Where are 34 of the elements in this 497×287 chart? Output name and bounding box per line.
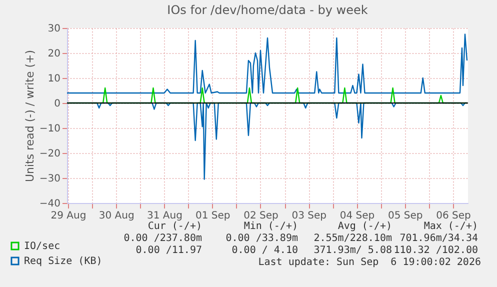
- x-tick-label: 03 Sep: [292, 210, 326, 222]
- x-tick-label: 01 Sep: [195, 210, 230, 222]
- y-tick-label: −40: [39, 198, 60, 210]
- text: 0.00 /33.89m: [224, 233, 298, 245]
- text: 2.55m/228.10m: [312, 233, 392, 245]
- text: Cur (-/+): [146, 221, 202, 233]
- y-axis-title: Units read (-) / write (+): [23, 50, 36, 182]
- y-tick-label: 30: [48, 24, 60, 34]
- chart-title: IOs for /dev/home/data - by week: [167, 3, 368, 17]
- text: 0.00 /11.97: [134, 245, 202, 257]
- text: 0.00 /237.80m: [122, 233, 202, 245]
- x-tick-label: 29 Aug: [50, 210, 86, 222]
- y-tick-label: 10: [48, 74, 60, 84]
- text: Avg (-/+): [336, 221, 392, 233]
- y-tick-label: −10: [39, 124, 60, 134]
- text: 701.96m/34.34: [398, 233, 478, 245]
- legend-label: Req Size (KB): [24, 256, 102, 267]
- text: 371.93m/ 5.08: [312, 245, 392, 257]
- x-tick-label: 04 Sep: [340, 210, 375, 222]
- text: Max (-/+): [422, 221, 478, 233]
- x-tick-label: 30 Aug: [98, 210, 134, 222]
- y-tick-label: 0: [54, 98, 60, 110]
- text: 110.32 /102.00: [392, 245, 478, 257]
- x-tick-label: 06 Sep: [436, 210, 471, 222]
- x-tick-label: 31 Aug: [147, 210, 182, 222]
- legend-label: IO/sec: [24, 241, 60, 252]
- y-tick-label: −20: [39, 148, 60, 160]
- text: Min (-/+): [242, 221, 298, 233]
- y-tick-label: −30: [39, 174, 60, 184]
- text: Last update: Sun Sep 6 19:00:02 2026: [258, 257, 481, 268]
- x-tick-label: 05 Sep: [388, 210, 423, 222]
- x-tick-label: 02 Sep: [244, 210, 278, 222]
- text: 0.00 / 4.10: [230, 245, 298, 257]
- y-tick-label: 20: [48, 48, 60, 60]
